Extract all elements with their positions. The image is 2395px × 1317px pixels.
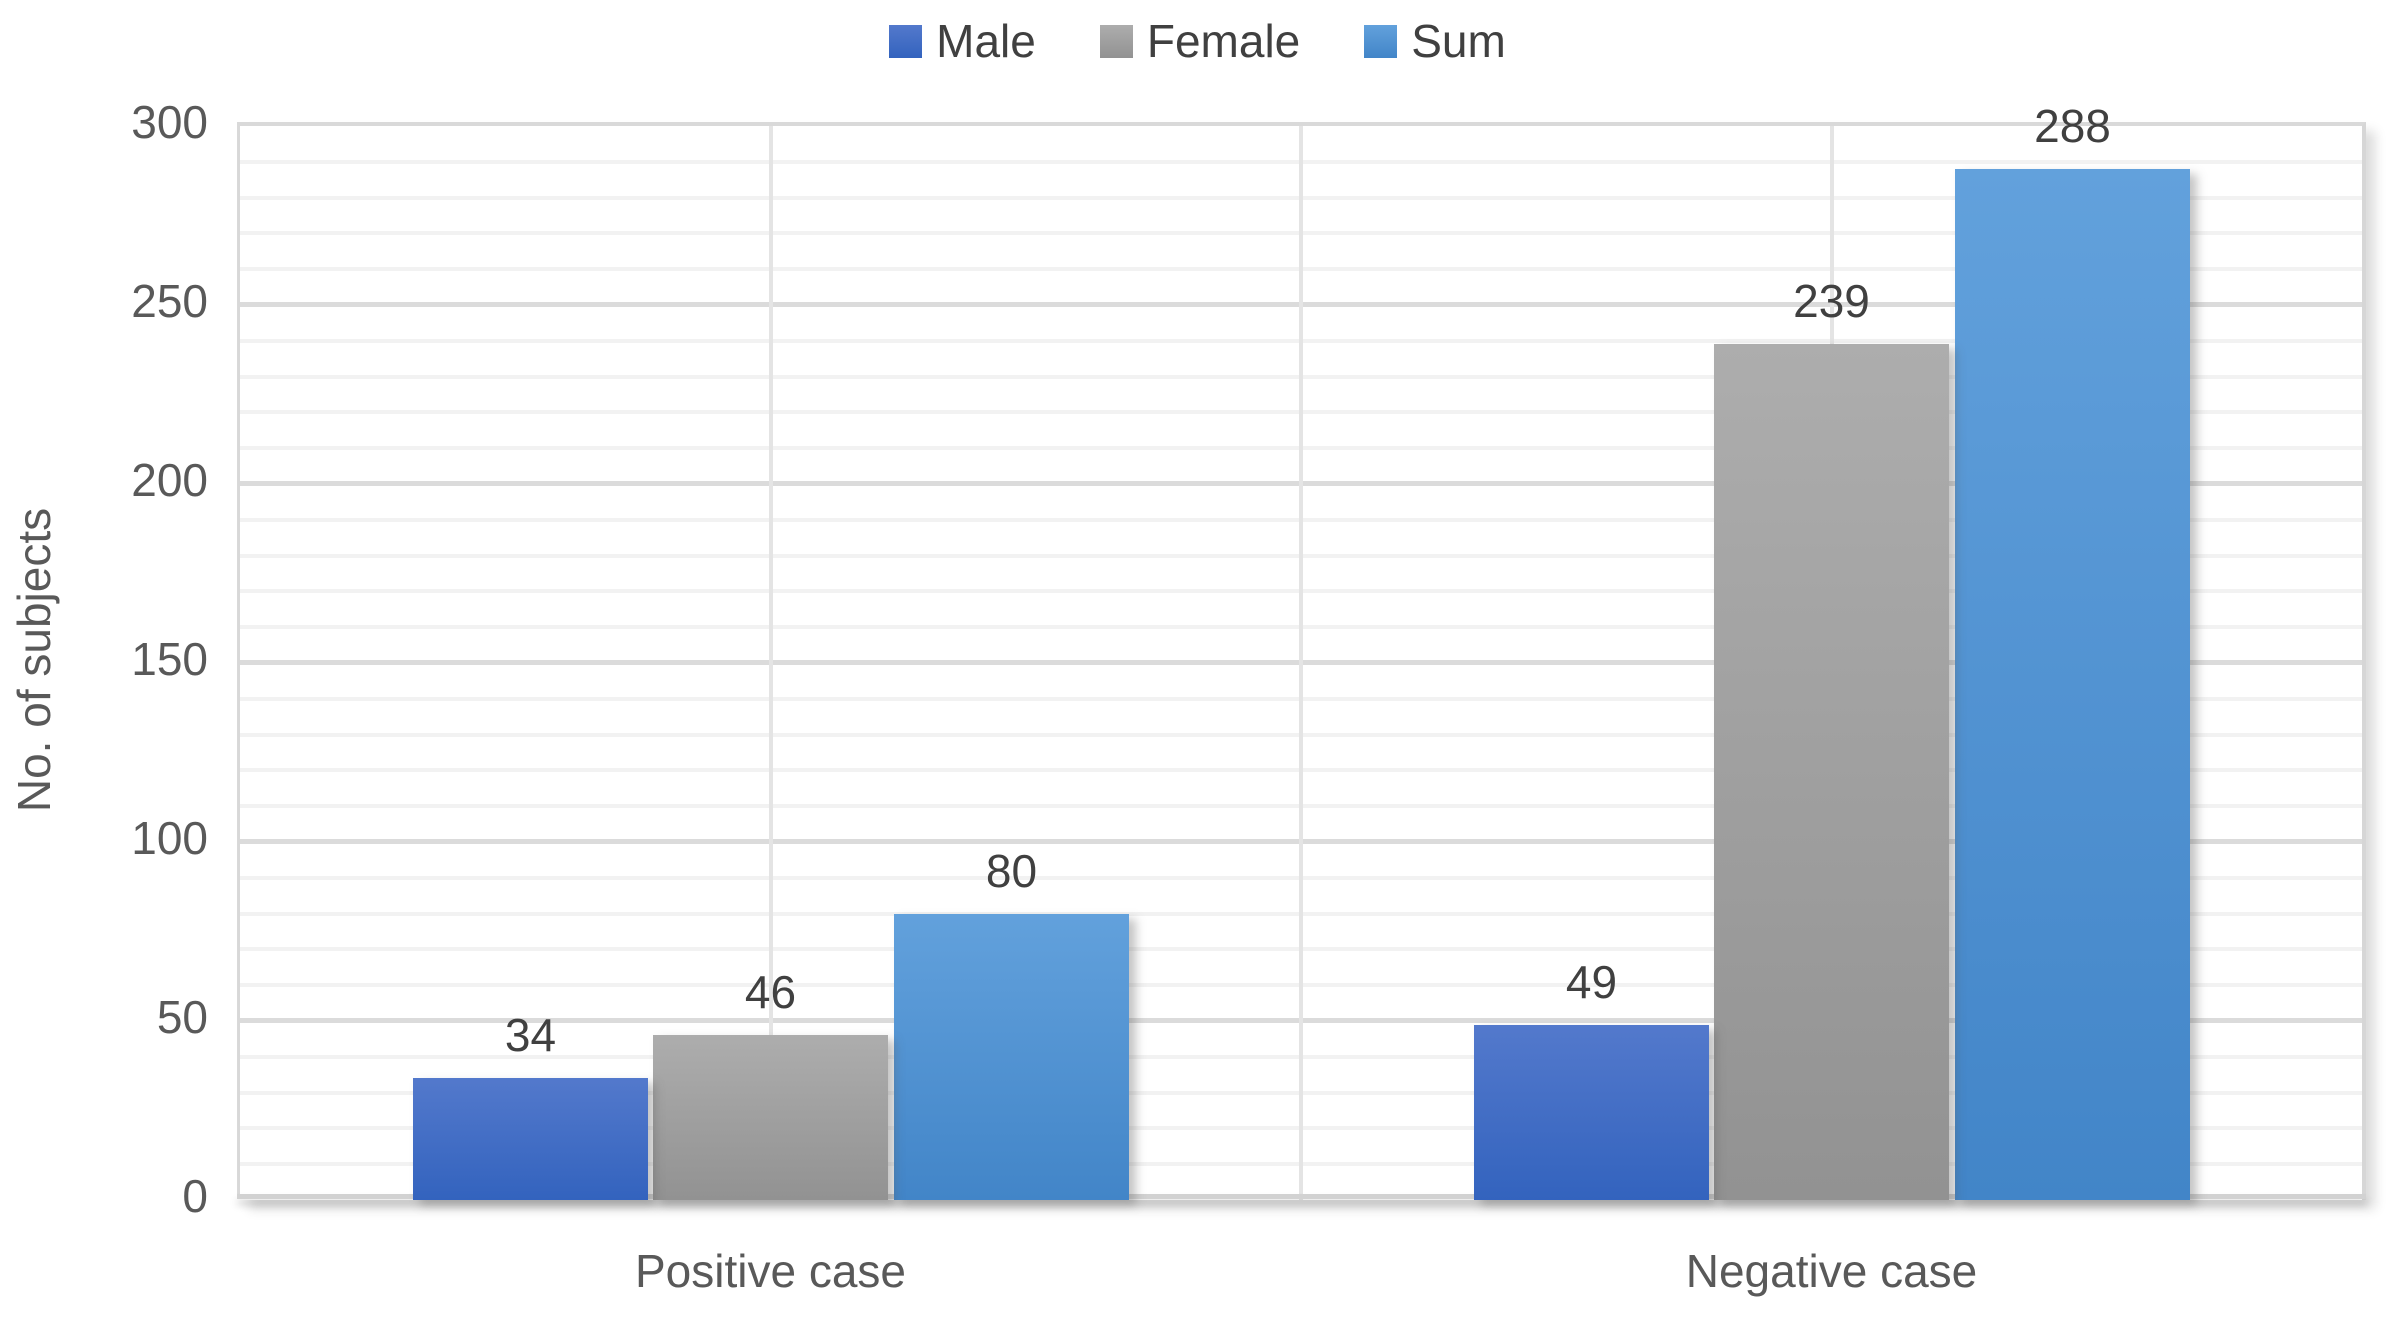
data-label-female-positive-case: 46 xyxy=(744,966,797,1018)
data-label-female-negative-case: 239 xyxy=(1793,275,1870,327)
vertical-gridline xyxy=(768,126,773,1200)
data-label-sum-positive-case: 80 xyxy=(985,845,1038,897)
bar-female-negative-case xyxy=(1714,344,1949,1200)
bar-sum-negative-case xyxy=(1955,169,2190,1200)
y-tick-label-150: 150 xyxy=(131,633,208,685)
bar-male-positive-case xyxy=(413,1078,648,1200)
y-tick-label-300: 300 xyxy=(131,96,208,148)
legend-swatch-male xyxy=(889,24,923,58)
y-tick-label-50: 50 xyxy=(156,991,208,1043)
x-axis-line xyxy=(237,1194,2366,1199)
x-category-label-negative: Negative case xyxy=(1685,1245,1978,1297)
legend-label-female: Female xyxy=(1146,15,1301,67)
y-tick-label-200: 200 xyxy=(131,454,208,506)
data-label-male-positive-case: 34 xyxy=(504,1009,557,1061)
x-category-label-positive: Positive case xyxy=(634,1245,906,1297)
legend: Male Female Sum xyxy=(0,18,2395,64)
bar-sum-positive-case xyxy=(894,914,1129,1200)
y-tick-label-250: 250 xyxy=(131,275,208,327)
legend-label-male: Male xyxy=(936,15,1036,67)
bar-male-negative-case xyxy=(1474,1025,1709,1200)
y-tick-label-100: 100 xyxy=(131,812,208,864)
vertical-gridline xyxy=(1299,126,1303,1200)
legend-swatch-sum xyxy=(1364,24,1398,58)
legend-item-female: Female xyxy=(1099,15,1301,67)
legend-item-sum: Sum xyxy=(1364,18,1506,64)
plot-area: 34 46 80 49 239 288 xyxy=(240,103,2366,1200)
data-label-sum-negative-case: 288 xyxy=(2034,100,2111,152)
data-label-male-negative-case: 49 xyxy=(1565,956,1618,1008)
legend-item-male: Male xyxy=(889,18,1036,64)
legend-label-sum: Sum xyxy=(1411,15,1506,67)
bar-female-positive-case xyxy=(653,1035,888,1200)
y-axis-line xyxy=(237,122,242,1199)
y-tick-label-0: 0 xyxy=(182,1170,208,1222)
legend-swatch-female xyxy=(1099,24,1133,58)
